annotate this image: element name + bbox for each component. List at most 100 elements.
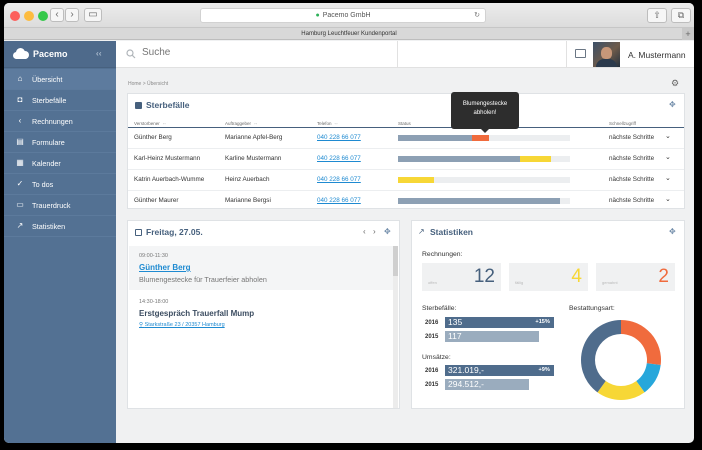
avatar[interactable] <box>593 42 620 67</box>
sidebar-item-uebersicht[interactable]: ⌂ Übersicht <box>4 69 116 90</box>
next-steps-label[interactable]: nächste Schritte <box>609 134 655 141</box>
breadcrumb[interactable]: Home > Übersicht <box>128 81 169 87</box>
cloud-logo-icon <box>13 48 29 59</box>
status-bar[interactable] <box>398 198 570 204</box>
stat-box-label: offen <box>428 280 437 285</box>
lock-icon: ● <box>315 12 320 19</box>
sidebar-item-formulare[interactable]: ▤ Formulare <box>4 132 116 153</box>
scrollbar[interactable] <box>393 246 398 408</box>
tabs-overview-button[interactable]: ⧉ <box>671 8 691 23</box>
table-row[interactable]: Katrin Auerbach-Wumme Heinz Auerbach 040… <box>128 170 684 191</box>
search-input[interactable] <box>142 47 342 58</box>
image-icon[interactable] <box>575 49 586 58</box>
address-bar[interactable]: ● Pacemo GmbH ↻ <box>200 8 486 23</box>
person-icon: ◘ <box>17 95 23 104</box>
tooltip-line: abholen! <box>473 110 497 116</box>
phone-link[interactable]: 040 228 66 077 <box>317 197 361 204</box>
stat-box-label: fällig <box>515 280 524 285</box>
sidebar-toggle-button[interactable]: ▭ <box>84 8 102 22</box>
scrollbar-thumb[interactable] <box>393 246 398 276</box>
status-tooltip: Blumengestecke abholen! <box>451 92 519 133</box>
status-segment <box>398 156 521 162</box>
status-segment <box>471 135 490 141</box>
table-row[interactable]: Günther Maurer Marianne Bergsi 040 228 6… <box>128 191 684 212</box>
tab-active[interactable]: Hamburg Leuchtfeuer Kundenportal <box>301 31 397 37</box>
sidebar-item-sterbefaelle[interactable]: ◘ Sterbefälle <box>4 90 116 111</box>
chevron-down-icon[interactable]: ⌄ <box>665 154 671 161</box>
status-bar[interactable] <box>398 135 570 141</box>
minimize-window-button[interactable] <box>24 11 34 21</box>
status-segment <box>398 177 435 183</box>
printer-icon: ▭ <box>16 200 24 209</box>
move-icon[interactable]: ✥ <box>669 100 676 109</box>
back-button[interactable]: ‹ <box>50 8 64 22</box>
chevron-down-icon[interactable]: ⌄ <box>665 175 671 182</box>
browser-titlebar: ‹ › ▭ ● Pacemo GmbH ↻ ⇧ ⧉ <box>4 3 694 28</box>
status-bar[interactable] <box>398 156 570 162</box>
rechnungen-label: Rechnungen: <box>422 251 463 258</box>
chevron-left-icon: ‹ <box>18 116 22 125</box>
next-steps-label[interactable]: nächste Schritte <box>609 176 655 183</box>
column-header[interactable]: Status <box>398 121 411 126</box>
calendar-event[interactable]: 14:30-18:00 Erstgespräch Trauerfall Mump… <box>129 293 394 333</box>
trend-icon: ↗ <box>418 227 425 236</box>
reload-icon[interactable]: ↻ <box>474 12 480 19</box>
phone-link[interactable]: 040 228 66 077 <box>317 134 361 141</box>
phone-link[interactable]: 040 228 66 077 <box>317 155 361 162</box>
prev-day-button[interactable]: ‹ <box>363 227 366 236</box>
column-header[interactable]: Verstorbener ◦◦ <box>134 121 166 126</box>
new-tab-button[interactable]: + <box>682 28 694 40</box>
calendar-event[interactable]: 09:00-11:30 Günther Berg Blumengestecke … <box>129 246 394 290</box>
client-name: Marianne Apfel-Berg <box>225 134 283 141</box>
chevron-down-icon[interactable]: ⌄ <box>665 196 671 203</box>
next-steps-label[interactable]: nächste Schritte <box>609 197 655 204</box>
event-title: Erstgespräch Trauerfall Mump <box>139 309 255 318</box>
status-segment <box>398 198 560 204</box>
stat-box-offen[interactable]: offen 12 <box>422 263 501 291</box>
gear-icon[interactable]: ⚙ <box>671 78 680 88</box>
chevron-down-icon[interactable]: ⌄ <box>665 133 671 140</box>
status-segment <box>520 156 552 162</box>
stat-box-gemahnt[interactable]: gemahnt 2 <box>596 263 675 291</box>
phone-link[interactable]: 040 228 66 077 <box>317 176 361 183</box>
bar-value: 117 <box>448 331 462 341</box>
table-row[interactable]: Karl-Heinz Mustermann Karline Mustermann… <box>128 149 684 170</box>
close-window-button[interactable] <box>10 11 20 21</box>
column-header: Schnellzugriff <box>609 121 636 126</box>
forward-button[interactable]: › <box>65 8 79 22</box>
table-row[interactable]: Günther Berg Marianne Apfel-Berg 040 228… <box>128 128 684 149</box>
umsaetze-bar: 321.019,- +9% <box>445 365 554 376</box>
sidebar-item-label: Sterbefälle <box>32 96 67 105</box>
event-title-link[interactable]: Günther Berg <box>139 263 191 272</box>
column-header[interactable]: Auftraggeber ◦◦ <box>225 121 258 126</box>
move-icon[interactable]: ✥ <box>384 227 391 236</box>
user-name[interactable]: A. Mustermann <box>628 50 686 60</box>
sidebar-item-todos[interactable]: ✓ To dos <box>4 174 116 195</box>
zoom-window-button[interactable] <box>38 11 48 21</box>
tooltip-line: Blumengestecke <box>462 101 508 107</box>
share-button[interactable]: ⇧ <box>647 8 667 23</box>
stat-box-faellig[interactable]: fällig 4 <box>509 263 588 291</box>
sidebar-item-rechnungen[interactable]: ‹ Rechnungen <box>4 111 116 132</box>
column-header[interactable]: Telefon ◦◦ <box>317 121 338 126</box>
collapse-sidebar-icon[interactable]: ‹ ‹ <box>96 49 101 58</box>
event-description: Blumengestecke für Trauerfeier abholen <box>139 275 267 284</box>
sidebar-item-trauerdruck[interactable]: ▭ Trauerdruck <box>4 195 116 216</box>
year-label: 2016 <box>425 368 439 374</box>
form-icon: ▤ <box>16 137 24 146</box>
move-icon[interactable]: ✥ <box>669 227 676 236</box>
event-location-link[interactable]: ⚲ Starkstraße 23 / 20357 Hamburg <box>139 322 225 328</box>
sidebar-item-kalender[interactable]: ▦ Kalender <box>4 153 116 174</box>
status-bar[interactable] <box>398 177 570 183</box>
sidebar: Pacemo ‹ ‹ ⌂ Übersicht ◘ Sterbefälle ‹ R… <box>4 41 116 443</box>
umsaetze-stat-label: Umsätze: <box>422 354 451 361</box>
sterbefaelle-card: Sterbefälle ✥ Verstorbener ◦◦ Auftraggebe… <box>127 93 685 209</box>
status-segment <box>398 135 472 141</box>
sidebar-item-statistiken[interactable]: ↗ Statistiken <box>4 216 116 237</box>
sidebar-item-label: Statistiken <box>32 222 66 231</box>
umsaetze-bar: 294.512,- <box>445 379 529 390</box>
app-header: A. Mustermann <box>116 41 694 68</box>
next-day-button[interactable]: › <box>373 227 376 236</box>
deceased-name: Günther Maurer <box>134 197 179 204</box>
next-steps-label[interactable]: nächste Schritte <box>609 155 655 162</box>
